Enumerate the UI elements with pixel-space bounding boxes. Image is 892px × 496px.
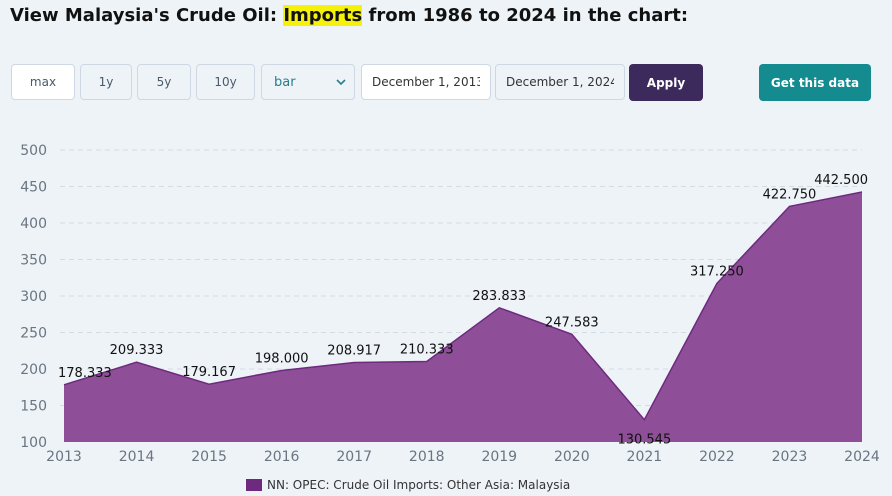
data-label: 283.833 (472, 289, 526, 304)
y-tick-label: 500 (20, 143, 47, 159)
data-label: 208.917 (327, 343, 381, 358)
apply-button[interactable]: Apply (629, 64, 703, 101)
x-axis: 2013 2014 2015 2016 2017 2018 2019 2020 2021 2022… (46, 449, 880, 465)
legend-label: NN: OPEC: Crude Oil Imports: Other Asia:… (267, 478, 571, 492)
x-tick-label: 2022 (699, 449, 735, 465)
x-tick-label: 2015 (191, 449, 227, 465)
chevron-down-icon (336, 79, 346, 86)
range-10y-button[interactable]: 10y (196, 64, 255, 100)
legend-swatch (246, 479, 262, 491)
data-label: 317.250 (690, 264, 744, 279)
chart-type-select[interactable]: bar (261, 64, 355, 100)
data-label: 422.750 (763, 187, 817, 202)
y-tick-label: 400 (20, 216, 47, 232)
range-1y-button[interactable]: 1y (80, 64, 132, 100)
x-tick-label: 2024 (844, 449, 880, 465)
data-label: 247.583 (545, 315, 599, 330)
page-title: View Malaysia's Crude Oil: Imports from … (10, 5, 688, 26)
title-text-after: from 1986 to 2024 in the chart: (362, 5, 689, 26)
x-tick-label: 2020 (554, 449, 590, 465)
chart-series (63, 191, 863, 442)
get-data-button[interactable]: Get this data (759, 64, 871, 101)
y-tick-label: 100 (20, 435, 47, 451)
data-label: 179.167 (182, 365, 236, 380)
x-tick-label: 2023 (772, 449, 808, 465)
y-tick-label: 150 (20, 399, 47, 415)
series-line (63, 191, 863, 422)
end-date-input[interactable] (495, 64, 625, 100)
series-area (64, 191, 862, 442)
x-tick-label: 2013 (46, 449, 82, 465)
data-label: 209.333 (110, 343, 164, 358)
y-tick-label: 250 (20, 326, 47, 342)
y-tick-label: 200 (20, 362, 47, 378)
range-max-button[interactable]: max (11, 64, 75, 100)
x-tick-label: 2016 (264, 449, 300, 465)
y-tick-label: 450 (20, 180, 47, 196)
data-label: 442.500 (814, 173, 868, 188)
x-tick-label: 2018 (409, 449, 445, 465)
x-tick-label: 2014 (119, 449, 155, 465)
range-5y-button[interactable]: 5y (137, 64, 191, 100)
title-highlight: Imports (283, 5, 363, 26)
data-label: 130.545 (617, 433, 671, 448)
data-labels: 178.333 209.333 179.167 198.000 208.917 210.3… (58, 173, 868, 448)
data-label: 198.000 (255, 351, 309, 366)
x-tick-label: 2021 (627, 449, 663, 465)
chart-legend[interactable]: NN: OPEC: Crude Oil Imports: Other Asia:… (246, 478, 570, 492)
y-tick-label: 300 (20, 289, 47, 305)
chart-type-value: bar (274, 74, 296, 90)
start-date-input[interactable] (361, 64, 491, 100)
y-tick-label: 350 (20, 253, 47, 269)
title-text-before: View Malaysia's Crude Oil: (10, 5, 284, 26)
x-tick-label: 2017 (336, 449, 372, 465)
data-label: 178.333 (58, 366, 112, 381)
x-tick-label: 2019 (481, 449, 517, 465)
area-chart: 100 150 200 250 300 350 400 450 500 2013 2014 2015… (20, 143, 880, 465)
data-label: 210.333 (400, 342, 454, 357)
y-axis: 100 150 200 250 300 350 400 450 500 (20, 143, 47, 451)
